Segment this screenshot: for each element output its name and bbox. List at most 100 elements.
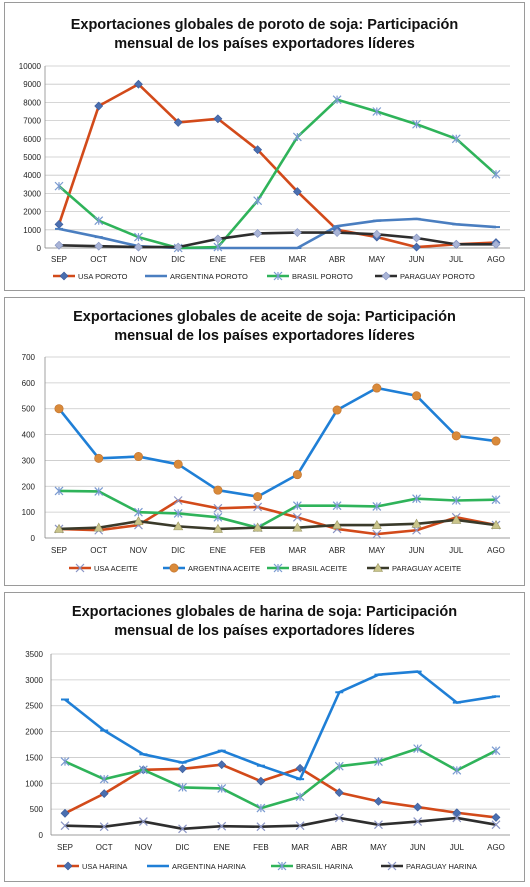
- data-point: [256, 822, 266, 832]
- data-point: [451, 514, 462, 524]
- data-point: [452, 813, 462, 823]
- data-point: [54, 486, 64, 496]
- y-tick-label: 3000: [25, 676, 43, 685]
- data-point: [217, 760, 227, 770]
- chart-title: Exportaciones globales de poroto de soja…: [5, 16, 524, 54]
- y-tick-label: 10000: [19, 62, 42, 71]
- data-point: [491, 746, 501, 756]
- data-point: [173, 242, 183, 252]
- data-point: [54, 219, 64, 229]
- x-tick-label: ABR: [331, 843, 348, 852]
- data-point: [173, 117, 183, 127]
- legend-marker: [63, 861, 73, 871]
- data-point: [372, 229, 382, 239]
- data-point: [332, 95, 342, 105]
- chart-plot-svg: 0 1000 2000 3000 4000 5000 6000 7000 8000 9000 100…: [19, 62, 510, 281]
- data-point: [292, 501, 302, 511]
- data-point: [491, 239, 501, 249]
- data-point: [334, 788, 344, 798]
- data-point: [374, 757, 383, 766]
- x-tick-label: FEB: [250, 546, 266, 555]
- x-tick-label: OCT: [96, 843, 113, 852]
- legend-label: BRASIL ACEITE: [292, 564, 347, 573]
- chart-title-line-1: Exportaciones globales de poroto de soja…: [70, 17, 459, 33]
- series-4: [54, 228, 501, 252]
- legend-label: PARAGUAY ACEITE: [392, 564, 461, 573]
- data-point: [133, 516, 144, 525]
- data-point: [413, 817, 423, 826]
- legend-item: PARAGUAY ACEITE: [367, 562, 461, 573]
- x-tick-label: JUN: [410, 843, 426, 852]
- data-point: [372, 529, 382, 539]
- series-line: [64, 670, 497, 781]
- chart-title-line-2: mensual de los países exportadores líder…: [114, 623, 415, 639]
- legend-item: ARGENTINA POROTO: [145, 272, 248, 281]
- legend-item: PARAGUAY HARINA: [381, 861, 477, 871]
- data-point: [332, 501, 342, 511]
- data-point: [412, 494, 421, 504]
- x-tick-label: MAR: [291, 843, 309, 852]
- data-point: [253, 196, 263, 206]
- legend-item: USA HARINA: [57, 861, 127, 871]
- data-point: [94, 487, 104, 496]
- chart-harina: Exportaciones globales de harina de soja…: [4, 592, 525, 882]
- data-point: [53, 523, 65, 533]
- gridlines: [45, 65, 510, 249]
- data-point: [217, 821, 227, 831]
- y-tick-label: 3000: [23, 189, 41, 198]
- legend-item: USA ACEITE: [69, 563, 138, 573]
- data-point: [178, 764, 187, 774]
- x-tick-label: NOV: [135, 843, 153, 852]
- data-point: [295, 792, 305, 802]
- legend-marker: [75, 563, 85, 573]
- legend-label: PARAGUAY POROTO: [400, 272, 475, 281]
- legend-marker: [381, 271, 391, 281]
- data-point: [451, 431, 461, 441]
- x-tick-label: AGO: [487, 255, 505, 264]
- y-tick-label: 3500: [25, 650, 43, 659]
- y-tick-label: 8000: [23, 98, 41, 107]
- x-tick-label: ABR: [329, 546, 346, 555]
- chart-plot-svg: 0 500 1000 1500 2000 2500 3000 3500 SEP OCT NOV DIC…: [25, 650, 510, 871]
- data-point: [99, 822, 109, 832]
- data-point: [60, 821, 70, 831]
- data-point: [252, 522, 263, 532]
- data-point: [491, 436, 501, 446]
- x-tick-label: MAY: [368, 546, 385, 555]
- legend-marker: [59, 271, 69, 281]
- data-point: [213, 485, 223, 495]
- x-tick-label: ENE: [210, 255, 226, 264]
- data-point: [54, 181, 64, 191]
- gridlines: [51, 653, 510, 836]
- y-tick-label: 0: [37, 244, 42, 253]
- data-point: [173, 521, 184, 531]
- x-tick-label: JUN: [409, 546, 425, 555]
- legend-item: ARGENTINA ACEITE: [163, 563, 260, 573]
- x-tick-label: AGO: [487, 546, 505, 555]
- x-tick-label: FEB: [250, 255, 266, 264]
- data-point: [292, 522, 303, 532]
- legend-item: ARGENTINA HARINA: [147, 862, 246, 871]
- data-point: [213, 234, 223, 244]
- data-point: [412, 119, 421, 129]
- data-point: [253, 502, 263, 512]
- x-tick-label: AGO: [487, 843, 505, 852]
- data-point: [99, 774, 109, 784]
- data-point: [134, 507, 143, 517]
- series-line: [64, 763, 497, 819]
- x-tick-label: OCT: [90, 546, 107, 555]
- data-point: [94, 453, 104, 463]
- data-point: [253, 145, 263, 155]
- data-point: [332, 228, 342, 237]
- data-point: [491, 812, 501, 822]
- data-point: [412, 242, 421, 252]
- y-tick-label: 1000: [25, 779, 43, 788]
- legend-marker: [169, 563, 179, 573]
- x-tick-label: ENE: [210, 546, 226, 555]
- chart-poroto: Exportaciones globales de poroto de soja…: [4, 2, 525, 291]
- legend-label: USA HARINA: [82, 862, 127, 871]
- data-point: [213, 114, 223, 124]
- data-point: [256, 776, 266, 786]
- series-line: [58, 518, 497, 531]
- legend-label: BRASIL HARINA: [296, 862, 353, 871]
